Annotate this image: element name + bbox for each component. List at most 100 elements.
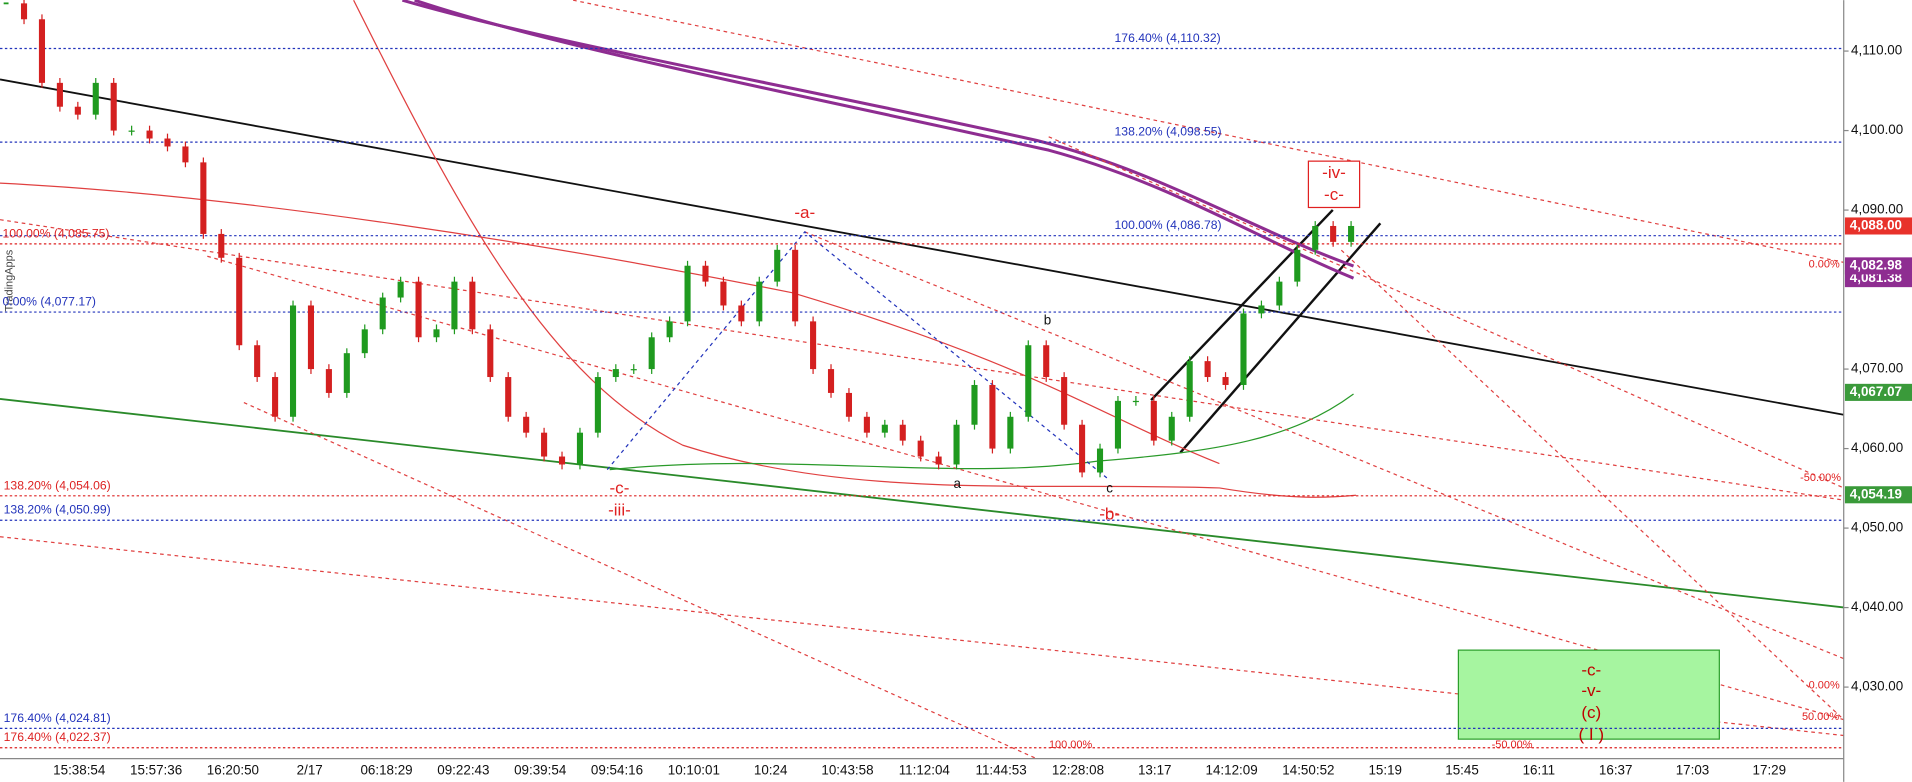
wave-label: -iv-	[1322, 163, 1346, 182]
candle	[343, 353, 350, 393]
wave-label: (c)	[1581, 703, 1601, 722]
candle	[594, 377, 601, 433]
candle	[1186, 361, 1193, 417]
fib-label: 176.40% (4,110.32)	[1115, 31, 1221, 45]
candle	[792, 249, 799, 322]
watermark: TradingApps	[4, 249, 16, 311]
wave-label: a	[953, 476, 961, 491]
x-tick-label: 17:29	[1753, 762, 1787, 777]
y-tick-label: 4,110.00	[1851, 43, 1902, 58]
percent-label: -50.00%	[1800, 472, 1841, 484]
x-tick-label: 06:18:29	[360, 762, 412, 777]
candle	[558, 456, 566, 465]
candle	[899, 424, 906, 441]
candle	[1330, 225, 1337, 242]
x-tick-label: 16:20:50	[207, 762, 259, 777]
x-tick-label: 13:17	[1138, 762, 1172, 777]
candle	[1025, 345, 1032, 417]
candle	[1007, 416, 1014, 449]
wave-label: -c-	[609, 479, 629, 498]
x-tick-label: 09:22:43	[437, 762, 489, 777]
x-tick-label: 09:39:54	[514, 762, 567, 777]
y-tick-label: 4,090.00	[1851, 202, 1903, 217]
wave-label: b	[1044, 312, 1051, 327]
fan-line	[207, 255, 1844, 721]
x-tick-label: 15:45	[1445, 762, 1479, 777]
candle	[1276, 281, 1283, 306]
trend-line	[0, 78, 1844, 416]
candle	[648, 337, 655, 370]
y-tick-label: 4,050.00	[1851, 520, 1903, 535]
moving-average	[414, 0, 1355, 280]
candle	[1294, 249, 1301, 282]
fan-line	[0, 219, 1844, 501]
candle	[289, 305, 297, 417]
price-tag-label: 4,082.98	[1850, 257, 1903, 272]
candle	[128, 130, 135, 132]
curve	[609, 393, 1354, 471]
x-tick-label: 15:19	[1368, 762, 1402, 777]
wave-label: -c-	[1324, 185, 1344, 204]
candle	[272, 377, 279, 417]
x-tick-label: 16:37	[1599, 762, 1633, 777]
wave-label: c	[1106, 481, 1113, 496]
x-tick-label: 09:54:16	[591, 762, 643, 777]
candle	[827, 369, 835, 393]
candle	[146, 130, 153, 139]
y-tick-label: 4,060.00	[1851, 440, 1903, 455]
price-tag	[1844, 217, 1912, 235]
fib-label: 176.40% (4,022.37)	[4, 730, 111, 744]
candle	[1222, 377, 1229, 385]
candle	[881, 424, 888, 433]
price-tag-label: 4,067.07	[1850, 384, 1902, 399]
candle	[254, 345, 261, 378]
candle	[1168, 416, 1175, 441]
x-tick-label: 11:12:04	[899, 762, 951, 777]
candle	[1240, 313, 1247, 385]
fib-label: 138.20% (4,098.55)	[1115, 125, 1222, 139]
drawings	[0, 0, 1845, 760]
candle	[1348, 225, 1355, 242]
y-tick-label: 4,030.00	[1851, 679, 1903, 694]
x-tick-label: 11:44:53	[976, 762, 1027, 777]
candle	[935, 456, 942, 465]
candle	[361, 329, 368, 354]
candle	[487, 329, 494, 378]
fib-label: 176.40% (4,024.81)	[4, 711, 111, 725]
candle	[1096, 448, 1104, 473]
price-tag	[1844, 383, 1912, 401]
curve	[0, 182, 1220, 465]
candle	[953, 424, 960, 465]
candle	[845, 392, 853, 417]
y-tick-label: 4,040.00	[1851, 599, 1903, 614]
candle	[774, 249, 781, 282]
candle	[200, 162, 207, 234]
x-tick-label: 17:03	[1676, 762, 1710, 777]
candle	[433, 329, 440, 338]
candle	[523, 416, 530, 433]
fib-connector	[606, 231, 1108, 479]
wave-label: -v-	[1581, 681, 1601, 700]
fib-label: 100.00% (4,086.78)	[1115, 218, 1222, 232]
candle	[325, 369, 332, 393]
y-tick-label: 4,070.00	[1851, 361, 1903, 376]
candle	[379, 297, 386, 330]
candle	[1312, 225, 1319, 250]
x-tick-label: 14:12:09	[1205, 762, 1257, 777]
candle	[74, 106, 81, 115]
x-tick-label: 15:57:36	[130, 762, 182, 777]
price-tag-label: 4,054.19	[1850, 486, 1902, 501]
candle	[110, 82, 117, 131]
percent-label: -50.00%	[1492, 739, 1533, 751]
x-tick-label: 10:10:01	[668, 762, 720, 777]
candle	[666, 321, 673, 338]
trend-line	[0, 398, 1844, 609]
candle	[505, 377, 512, 417]
price-tag	[1844, 257, 1912, 275]
wave-label: -b-	[1099, 504, 1120, 523]
channel-line	[1179, 222, 1382, 454]
fan-line	[1048, 136, 1844, 489]
x-tick-label: 15:38:54	[53, 762, 106, 777]
candle	[917, 440, 924, 457]
wave-label: -a-	[794, 203, 815, 222]
